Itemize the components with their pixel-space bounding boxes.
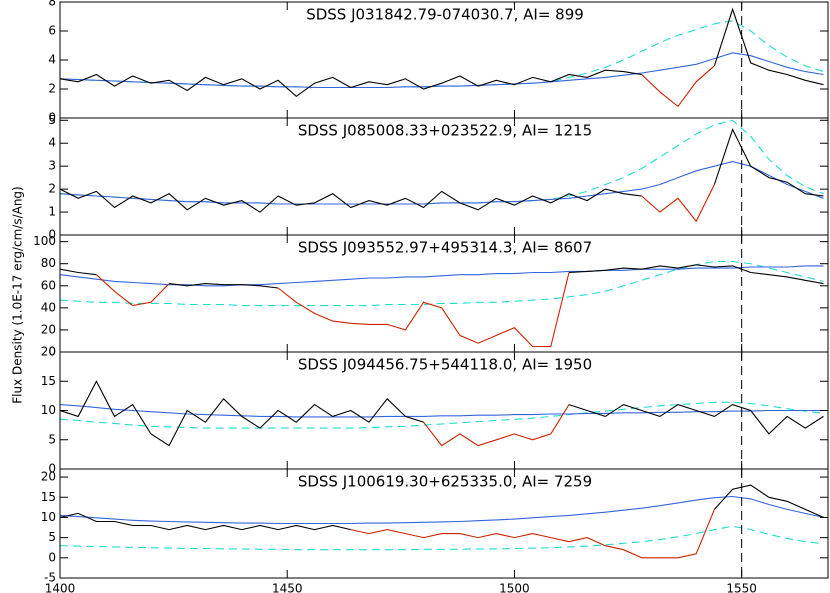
y-tick-label: 20 [41,322,56,336]
panel-title: SDSS J085008.33+023522.9, AI= 1215 [298,122,592,140]
spectrum-line [60,7,824,98]
y-tick-label: 15 [41,374,56,388]
y-tick-label: 60 [41,278,56,292]
y-tick-label: 40 [41,300,56,314]
spectrum-line [60,20,824,89]
y-tick-label: 3 [48,159,56,173]
y-tick-label: 20 [41,470,56,484]
y-tick-label: 10 [41,403,56,417]
y-tick-label: 0 [48,345,56,359]
x-tick-label: 1500 [499,582,530,593]
y-tick-label: 8 [48,0,56,9]
spectrum-line [641,184,715,223]
y-tick-label: 0 [48,550,56,564]
y-tick-label: 1 [48,205,56,219]
x-tick-label: 1450 [272,582,303,593]
y-tick-label: 0 [48,111,56,125]
y-tick-label: 5 [48,530,56,544]
y-tick-label: 5 [48,432,56,446]
spectrum-line [96,272,570,348]
y-tick-label: 6 [48,24,56,38]
panel-title: SDSS J094456.75+544118.0, AI= 1950 [298,356,592,374]
y-axis-label: Flux Density (1.0E-17 erg/cm/s/Ang) [11,186,25,403]
spectrum-line [60,161,824,205]
y-tick-label: 5 [48,113,56,127]
panel-title: SDSS J031842.79-074030.7, AI= 899 [306,6,584,24]
y-tick-label: 4 [48,136,56,150]
spectrum-line [350,509,715,559]
y-tick-label: 80 [41,256,56,270]
spectrum-line [60,484,824,531]
spectrum-line [60,525,824,551]
y-tick-label: 2 [48,182,56,196]
spectrum-line [60,265,824,287]
plot-frame [59,468,829,579]
x-tick-label: 1400 [45,582,76,593]
spectrum-line [60,401,824,429]
panel-title: SDSS J093552.97+495314.3, AI= 8607 [298,239,592,257]
spectrum-line [423,404,570,447]
y-tick-label: -5 [44,571,56,585]
y-tick-label: 0 [48,228,56,242]
y-tick-label: 100 [33,234,56,248]
y-tick-label: 20 [41,345,56,359]
y-tick-label: 2 [48,82,56,96]
spectrum-line [60,52,824,89]
y-tick-label: 0 [48,462,56,476]
spectrum-line [60,128,824,213]
y-tick-label: 10 [41,510,56,524]
x-tick-label: 1550 [726,582,757,593]
spectrum-line [60,495,824,525]
panel-title: SDSS J100619.30+625335.0, AI= 7259 [298,473,592,491]
y-tick-label: 15 [41,490,56,504]
y-tick-label: 4 [48,53,56,67]
spectrum-line [60,380,824,447]
spectrum-line [60,404,824,418]
spectrum-line [60,264,824,289]
spectrum-line [641,65,715,108]
